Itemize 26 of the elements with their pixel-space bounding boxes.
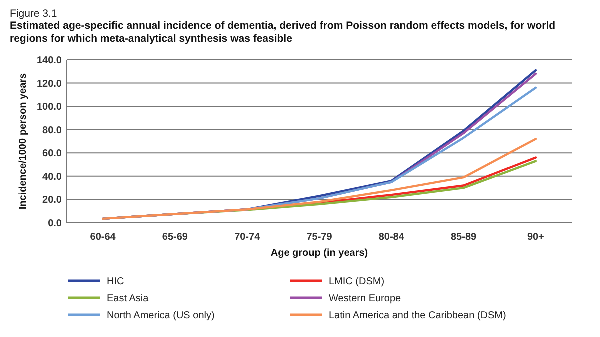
y-tick-label: 120.0	[36, 78, 62, 90]
chart-subtitle: Estimated age-specific annual incidence of dementia, derived from Poisson random effects models, for world regions for which meta-analytical synthesis was feasible	[10, 20, 557, 46]
line-series	[102, 138, 538, 220]
x-tick-label: 70-74	[234, 232, 261, 243]
x-tick-label: 60-64	[90, 232, 116, 243]
y-tick-label: 0.0	[48, 218, 62, 230]
y-tick-label: 20.0	[42, 195, 62, 206]
y-axis-title: Incidence/1000 person years	[18, 72, 29, 210]
chart-title: Figure 3.1	[10, 8, 58, 20]
x-tick-label: 90+	[527, 232, 545, 243]
legend-label: HIC	[107, 276, 124, 288]
legend-label: North America (US only)	[107, 310, 215, 322]
x-tick-label: 80-84	[378, 232, 405, 243]
legend-label: Western Europe	[329, 294, 402, 304]
x-tick-label: 75-79	[306, 232, 333, 243]
legend-label: LMIC (DSM)	[329, 276, 385, 288]
x-tick-label: 65-69	[162, 232, 188, 243]
x-axis-title: Age group (in years)	[270, 248, 368, 259]
legend-label: Latin America and the Caribbean (DSM)	[329, 310, 506, 322]
y-tick-label: 100.0	[36, 102, 62, 114]
y-tick-label: 80.0	[42, 125, 62, 136]
x-tick-label: 85-89	[450, 232, 478, 243]
y-tick-label: 140.0	[36, 56, 62, 66]
y-tick-label: 60.0	[42, 148, 62, 160]
y-tick-label: 40.0	[42, 172, 62, 183]
legend-label: East Asia	[107, 294, 150, 304]
